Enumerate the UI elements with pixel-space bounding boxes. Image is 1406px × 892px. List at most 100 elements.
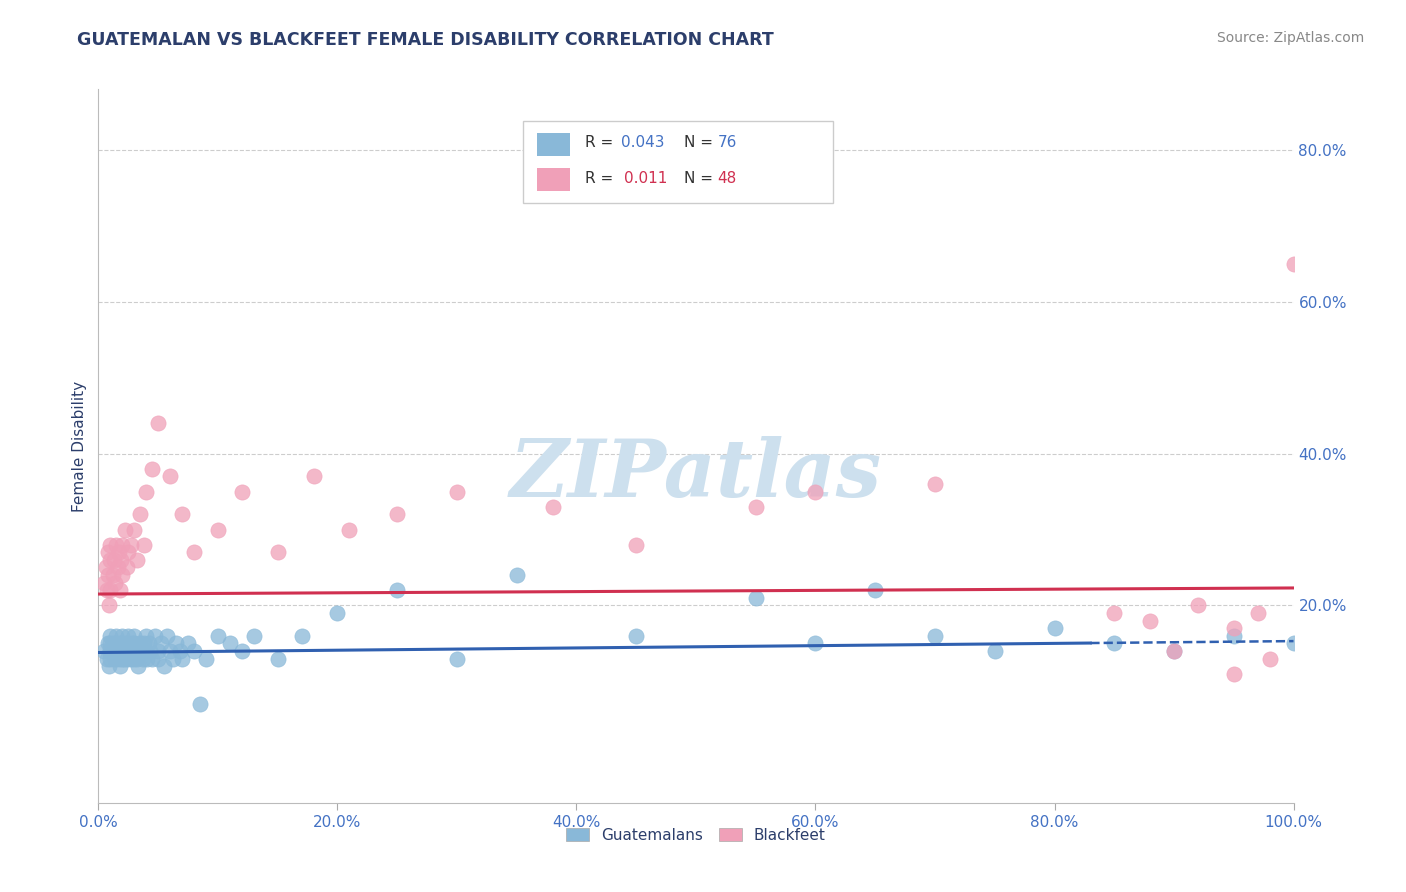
Point: [120, 651, 142, 665]
Point: [141, 462, 163, 476]
Point: [101, 636, 124, 650]
Point: [125, 651, 148, 665]
Point: [129, 508, 152, 522]
Point: [132, 538, 155, 552]
Point: [108, 636, 131, 650]
Point: [148, 416, 170, 430]
Point: [1163, 644, 1185, 658]
Point: [105, 636, 128, 650]
Point: [105, 629, 128, 643]
Point: [107, 560, 129, 574]
Point: [207, 629, 229, 643]
Point: [243, 629, 266, 643]
Point: [143, 629, 166, 643]
Point: [135, 629, 157, 643]
Point: [115, 560, 138, 574]
Text: Source: ZipAtlas.com: Source: ZipAtlas.com: [1216, 31, 1364, 45]
Point: [124, 644, 146, 658]
Point: [117, 545, 139, 559]
Point: [865, 583, 887, 598]
Point: [138, 636, 160, 650]
Point: [183, 644, 205, 658]
FancyBboxPatch shape: [537, 169, 571, 191]
Point: [207, 523, 229, 537]
Point: [98, 644, 122, 658]
Point: [98, 644, 122, 658]
Point: [111, 538, 134, 552]
Point: [131, 651, 153, 665]
Point: [1282, 636, 1305, 650]
Point: [1163, 644, 1185, 658]
Point: [94, 560, 117, 574]
Point: [98, 636, 122, 650]
Point: [1043, 621, 1066, 635]
Point: [107, 644, 129, 658]
Point: [1247, 606, 1270, 620]
Point: [165, 636, 187, 650]
Point: [153, 659, 176, 673]
Point: [103, 644, 125, 658]
Point: [118, 644, 141, 658]
Point: [172, 508, 194, 522]
Point: [385, 583, 409, 598]
Point: [114, 644, 136, 658]
Point: [1223, 629, 1246, 643]
Point: [98, 583, 122, 598]
Point: [108, 659, 131, 673]
Y-axis label: Female Disability: Female Disability: [72, 380, 87, 512]
Point: [112, 651, 135, 665]
Text: 0.043: 0.043: [620, 136, 664, 150]
Point: [97, 636, 120, 650]
Point: [93, 644, 115, 658]
Text: GUATEMALAN VS BLACKFEET FEMALE DISABILITY CORRELATION CHART: GUATEMALAN VS BLACKFEET FEMALE DISABILIT…: [77, 31, 775, 49]
Point: [135, 484, 157, 499]
Point: [1104, 606, 1126, 620]
Point: [231, 644, 253, 658]
Point: [124, 651, 146, 665]
Point: [148, 644, 170, 658]
Point: [110, 644, 132, 658]
Point: [107, 545, 129, 559]
Point: [105, 538, 128, 552]
Point: [267, 545, 290, 559]
Point: [101, 568, 124, 582]
Point: [98, 629, 122, 643]
Point: [1258, 651, 1281, 665]
Point: [446, 484, 468, 499]
Text: N =: N =: [685, 136, 718, 150]
Point: [136, 651, 159, 665]
Point: [172, 651, 194, 665]
Point: [139, 644, 162, 658]
Point: [108, 583, 131, 598]
Point: [326, 606, 349, 620]
Point: [93, 575, 115, 590]
Point: [162, 651, 184, 665]
Point: [219, 636, 242, 650]
Point: [745, 591, 768, 605]
Text: 0.011: 0.011: [624, 171, 668, 186]
Point: [745, 500, 768, 514]
Point: [385, 508, 409, 522]
Point: [98, 553, 122, 567]
Point: [104, 575, 127, 590]
Point: [124, 636, 146, 650]
Point: [96, 651, 118, 665]
Point: [506, 568, 529, 582]
Point: [129, 636, 152, 650]
Point: [1223, 621, 1246, 635]
Point: [804, 484, 827, 499]
Point: [98, 538, 122, 552]
Point: [124, 523, 146, 537]
Point: [103, 553, 125, 567]
Point: [188, 697, 211, 711]
Text: R =: R =: [585, 136, 619, 150]
Point: [291, 629, 314, 643]
Point: [924, 629, 946, 643]
Point: [121, 636, 143, 650]
Point: [132, 636, 155, 650]
Point: [267, 651, 290, 665]
Point: [924, 477, 946, 491]
Point: [98, 651, 122, 665]
Text: ZIPatlas: ZIPatlas: [510, 436, 882, 513]
Point: [111, 629, 134, 643]
